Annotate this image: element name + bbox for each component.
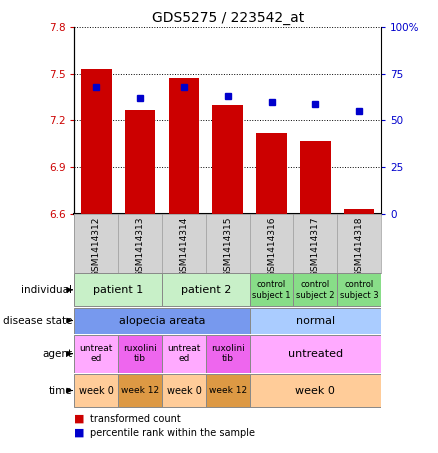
Bar xyxy=(125,110,155,214)
Text: patient 1: patient 1 xyxy=(93,285,143,295)
Title: GDS5275 / 223542_at: GDS5275 / 223542_at xyxy=(152,11,304,25)
Bar xyxy=(74,335,118,372)
Text: disease state: disease state xyxy=(3,316,72,326)
Bar xyxy=(206,374,250,407)
Text: week 12: week 12 xyxy=(121,386,159,395)
Text: ■: ■ xyxy=(74,414,85,424)
Text: untreat
ed: untreat ed xyxy=(80,344,113,363)
Bar xyxy=(250,335,381,372)
Text: patient 2: patient 2 xyxy=(180,285,231,295)
Bar xyxy=(118,374,162,407)
Bar xyxy=(169,78,199,214)
Bar xyxy=(74,374,118,407)
Text: GSM1414313: GSM1414313 xyxy=(136,217,145,277)
Text: GSM1414316: GSM1414316 xyxy=(267,217,276,277)
Bar xyxy=(250,273,293,306)
Text: GSM1414317: GSM1414317 xyxy=(311,217,320,277)
Bar xyxy=(118,335,162,372)
Bar xyxy=(162,374,206,407)
Text: GSM1414314: GSM1414314 xyxy=(180,217,188,277)
Text: transformed count: transformed count xyxy=(90,414,180,424)
Text: control
subject 1: control subject 1 xyxy=(252,280,291,299)
Text: percentile rank within the sample: percentile rank within the sample xyxy=(90,428,255,438)
Text: GSM1414318: GSM1414318 xyxy=(355,217,364,277)
Text: control
subject 3: control subject 3 xyxy=(340,280,378,299)
Bar xyxy=(300,141,331,214)
Bar xyxy=(81,69,112,214)
Text: untreat
ed: untreat ed xyxy=(167,344,201,363)
Bar xyxy=(256,133,287,214)
Text: untreated: untreated xyxy=(288,349,343,359)
Bar xyxy=(293,273,337,306)
Bar xyxy=(250,374,381,407)
Text: time: time xyxy=(49,386,72,395)
Text: ■: ■ xyxy=(74,428,85,438)
Text: week 0: week 0 xyxy=(166,386,201,395)
Bar xyxy=(74,273,162,306)
Text: ruxolini
tib: ruxolini tib xyxy=(211,344,245,363)
Bar xyxy=(250,308,381,333)
Text: agent: agent xyxy=(42,349,72,359)
Text: normal: normal xyxy=(296,316,335,326)
Text: GSM1414315: GSM1414315 xyxy=(223,217,232,277)
Text: alopecia areata: alopecia areata xyxy=(119,316,205,326)
Bar xyxy=(162,335,206,372)
Bar xyxy=(337,273,381,306)
Text: week 0: week 0 xyxy=(79,386,114,395)
Bar xyxy=(212,105,243,214)
Bar xyxy=(162,273,250,306)
Text: control
subject 2: control subject 2 xyxy=(296,280,335,299)
Text: week 12: week 12 xyxy=(208,386,247,395)
Bar xyxy=(206,335,250,372)
Text: GSM1414312: GSM1414312 xyxy=(92,217,101,277)
Text: ruxolini
tib: ruxolini tib xyxy=(123,344,157,363)
Text: week 0: week 0 xyxy=(295,386,336,395)
Text: individual: individual xyxy=(21,285,72,295)
Bar xyxy=(74,308,250,333)
Bar xyxy=(344,209,374,214)
